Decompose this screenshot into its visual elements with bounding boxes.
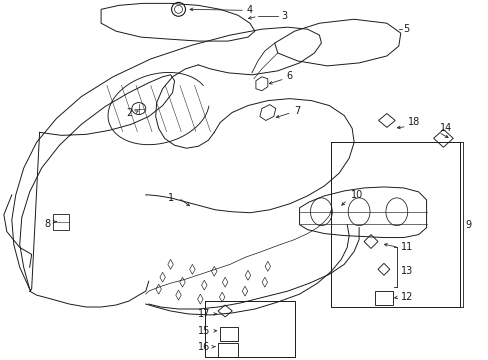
Text: 12: 12 — [400, 292, 412, 302]
Text: 3: 3 — [281, 11, 287, 21]
Bar — [374, 291, 392, 305]
Text: 10: 10 — [350, 190, 363, 200]
Text: 4: 4 — [246, 5, 252, 15]
Text: 18: 18 — [407, 117, 419, 127]
Text: 15: 15 — [198, 326, 210, 336]
Text: 17: 17 — [198, 309, 210, 319]
Text: 13: 13 — [400, 266, 412, 276]
Text: 2: 2 — [125, 108, 132, 117]
Text: 5: 5 — [403, 24, 409, 34]
Text: 14: 14 — [439, 123, 451, 134]
Text: 7: 7 — [294, 105, 300, 116]
Bar — [218, 343, 238, 357]
Text: 8: 8 — [44, 219, 50, 229]
Text: 9: 9 — [464, 220, 470, 230]
Text: 1: 1 — [167, 193, 173, 203]
Text: 6: 6 — [286, 71, 292, 81]
Text: 16: 16 — [198, 342, 210, 352]
Bar — [220, 327, 238, 341]
Text: 11: 11 — [400, 243, 412, 252]
